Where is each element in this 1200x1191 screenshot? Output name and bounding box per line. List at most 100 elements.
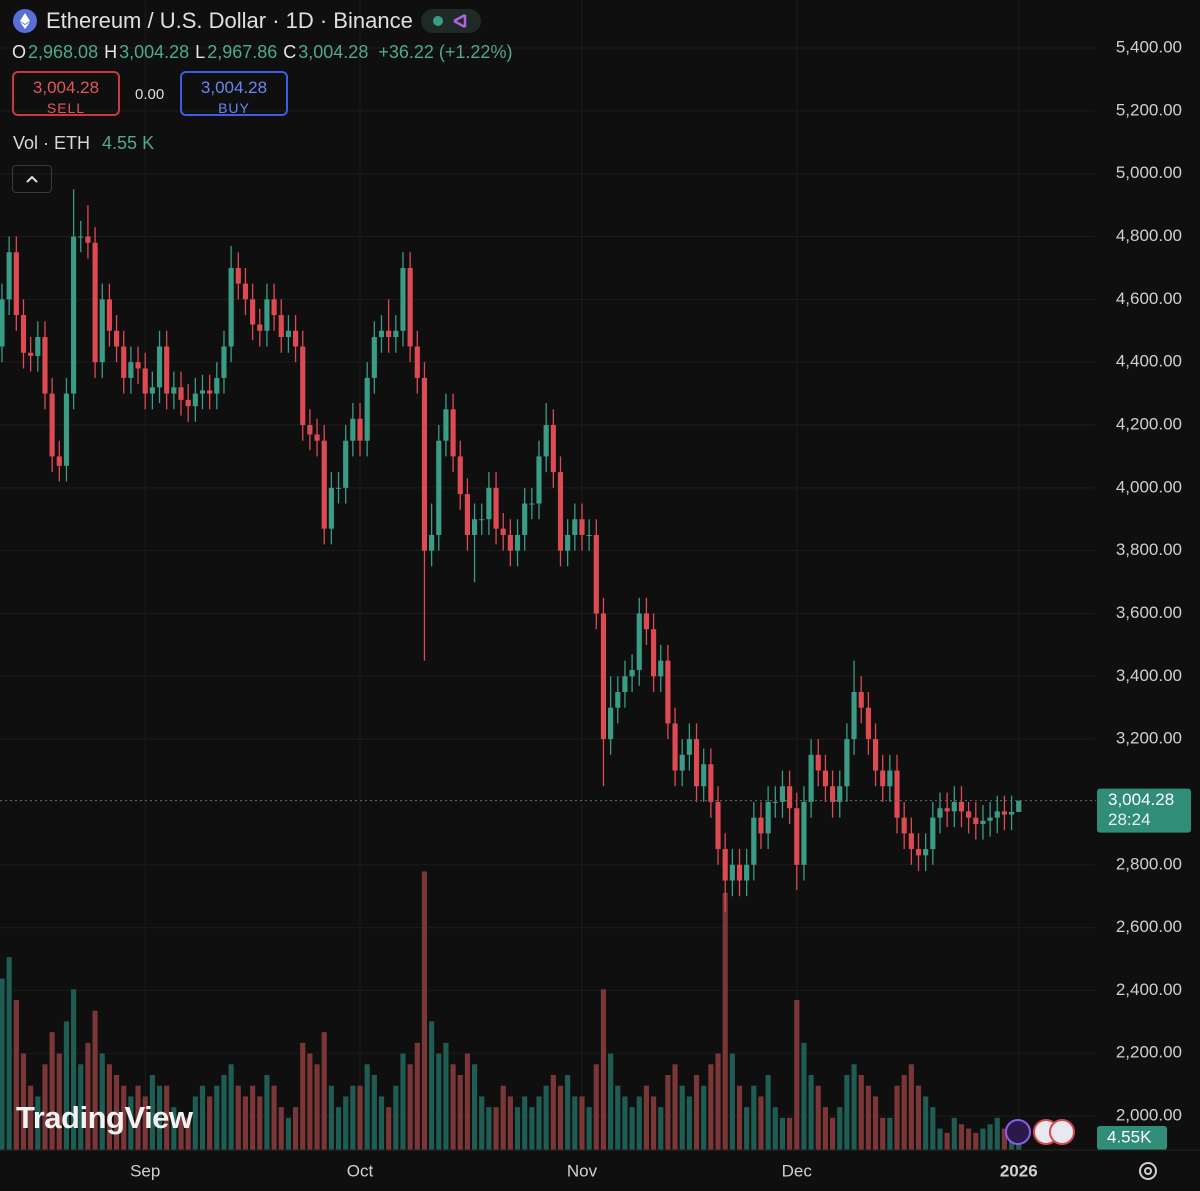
buy-button[interactable]: 3,004.28 BUY [180,71,288,116]
volume-bar [622,1096,628,1150]
volume-bar [608,1053,614,1150]
volume-bar [49,1032,55,1150]
volume-bar [407,1064,413,1150]
candle-body [1016,800,1022,812]
candle-body [557,472,564,551]
candle-body [987,817,993,821]
candle-body [35,337,41,356]
ohlc-change: +36.22 (+1.22%) [378,42,513,62]
volume-bar [815,1085,821,1150]
volume-bar [787,1117,793,1150]
candle-body [242,283,249,300]
ohlc-value: 2,968.08 [28,42,99,62]
candle-body [543,425,549,457]
candle-body [13,252,19,316]
volume-bar [371,1075,377,1150]
volume-bar [830,1117,836,1150]
candle-body [944,808,950,812]
volume-bar [429,1021,435,1150]
volume-bar [242,1096,249,1150]
volume-bar [493,1107,499,1150]
sell-button[interactable]: 3,004.28 SELL [12,71,120,116]
volume-bar [207,1096,213,1150]
volume-bar [894,1085,900,1150]
volume-bar [264,1075,270,1150]
candle-body [729,864,735,881]
candle-body [507,534,513,551]
volume-bar [400,1053,406,1150]
volume-bars [0,871,1022,1150]
candle-body [393,330,399,338]
x-tick-label: Sep [130,1161,160,1180]
volume-bar [393,1085,399,1150]
volume-bar [600,989,607,1150]
volume-bar [457,1075,463,1150]
volume-bar [751,1085,757,1150]
volume-bar [42,1064,48,1150]
candle-body [801,801,807,865]
y-tick-label: 2,000.00 [1116,1106,1182,1125]
candle-body [357,418,363,441]
volume-bar [278,1107,284,1150]
candle-body [78,236,84,238]
volume-bar [944,1132,950,1150]
candle-body [128,362,134,378]
volume-bar [987,1124,993,1150]
volume-bar [271,1085,277,1150]
candle-body [307,425,313,435]
volume-bar [643,1085,649,1150]
volume-bar [851,1064,857,1150]
volume-bar [149,1075,155,1150]
candle-body [593,534,599,614]
candle-body [672,723,678,771]
candle-body [321,440,327,529]
collapse-button[interactable] [12,165,52,193]
event-icons[interactable] [1005,1119,1075,1145]
settings-icon[interactable] [1139,1162,1157,1180]
candle-body [414,346,420,378]
price-tag-countdown: 28:24 [1108,810,1151,829]
candle-body [378,330,385,338]
candle-body [164,346,170,394]
symbol-title: Ethereum / U.S. Dollar · 1D · Binance [46,8,413,33]
y-tick-label: 3,400.00 [1116,666,1182,685]
candle-body [615,692,621,708]
volume-bar [156,1085,163,1150]
candle-body [142,368,148,394]
x-tick-label: 2026 [1000,1161,1038,1180]
candle-body [20,315,27,353]
volume-bar [178,1117,184,1150]
volume-bar [364,1064,370,1150]
candle-body [872,739,879,771]
candle-body [708,764,714,802]
axes: 5,400.00 5,200.00 5,000.00 4,800.00 4,600.00… [0,38,1191,1180]
candle-body [858,692,864,708]
x-tick-label: Dec [782,1161,813,1180]
candle-body [228,267,234,347]
volume-bar [135,1085,141,1150]
candle-body [808,754,814,802]
volume-bar [343,1096,349,1150]
volume-bar [779,1117,786,1150]
y-tick-label: 4,200.00 [1116,414,1182,433]
volume-bar [307,1053,313,1150]
candle-body [665,660,671,724]
y-tick-label: 4,800.00 [1116,226,1182,245]
candle-body [958,801,965,812]
ohlc-item: C 3,004.28 [283,42,368,63]
candle-body [292,330,299,347]
status-badge[interactable] [420,8,481,34]
candle-body [844,739,850,787]
volume-bar [0,978,5,1150]
volume-bar [192,1096,198,1150]
volume-bar [85,1042,91,1150]
volume-bar [557,1085,564,1150]
candle-body [421,377,428,551]
candle-body [278,315,284,338]
volume-bar [235,1085,241,1150]
candle-body [285,330,291,338]
y-tick-label: 2,600.00 [1116,917,1182,936]
volume-bar [250,1085,256,1150]
candle-body [815,754,821,771]
candle-body [85,236,91,243]
